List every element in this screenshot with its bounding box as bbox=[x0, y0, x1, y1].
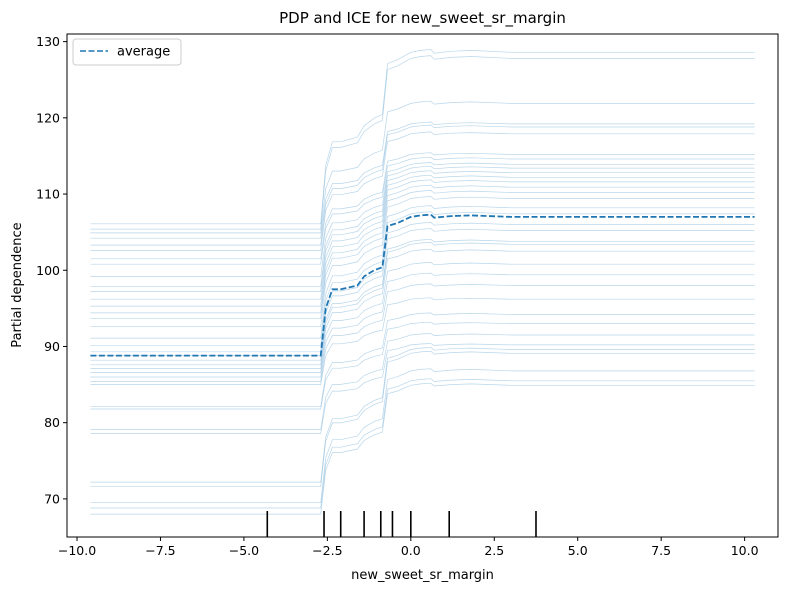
ice-line bbox=[90, 378, 755, 509]
ice-line bbox=[90, 297, 755, 385]
x-axis-ticks: −10.0 −7.5 −5.0 −2.5 0.0 2.5 5.0 7.5 10.0 bbox=[58, 537, 759, 558]
x-tick-label: −5.0 bbox=[229, 543, 259, 558]
ice-line bbox=[90, 152, 755, 260]
ice-line bbox=[90, 262, 755, 373]
ice-line bbox=[90, 321, 755, 410]
ice-line bbox=[90, 196, 755, 328]
y-tick-label: 110 bbox=[36, 187, 60, 202]
ice-line bbox=[90, 382, 755, 515]
ice-line bbox=[90, 190, 755, 319]
x-tick-label: 2.5 bbox=[484, 543, 504, 558]
ice-line bbox=[90, 174, 755, 300]
ice-line bbox=[90, 165, 755, 287]
ice-line bbox=[90, 272, 755, 378]
ice-lines bbox=[90, 49, 755, 515]
ice-line bbox=[90, 211, 755, 347]
ice-line bbox=[90, 368, 755, 504]
ice-line bbox=[90, 343, 755, 434]
chart-title: PDP and ICE for new_sweet_sr_margin bbox=[279, 9, 566, 28]
x-tick-label: −2.5 bbox=[312, 543, 342, 558]
ice-line bbox=[90, 100, 755, 234]
x-axis-label: new_sweet_sr_margin bbox=[351, 568, 494, 583]
average-series bbox=[90, 213, 755, 357]
x-tick-label: 0.0 bbox=[401, 543, 421, 558]
ice-line bbox=[90, 162, 755, 277]
ice-line bbox=[90, 184, 755, 314]
y-tick-label: 100 bbox=[36, 263, 60, 278]
ice-line bbox=[90, 179, 755, 307]
y-axis-label: Partial dependence bbox=[10, 222, 25, 347]
legend: average bbox=[72, 38, 182, 66]
ice-line bbox=[90, 222, 755, 353]
ice-line bbox=[90, 170, 755, 292]
y-tick-label: 70 bbox=[44, 491, 60, 506]
ice-line bbox=[90, 121, 755, 239]
ice-line bbox=[90, 346, 755, 483]
ice-line bbox=[90, 350, 755, 488]
ice-line bbox=[90, 205, 755, 339]
ice-line bbox=[90, 131, 755, 251]
y-tick-label: 90 bbox=[44, 339, 60, 354]
legend-label-average: average bbox=[117, 45, 170, 60]
ice-line bbox=[90, 238, 755, 361]
x-tick-label: −10.0 bbox=[58, 543, 96, 558]
ice-line bbox=[90, 124, 755, 246]
rug-marks bbox=[266, 511, 537, 537]
ice-line bbox=[90, 242, 755, 366]
ice-line bbox=[90, 228, 755, 356]
legend-box bbox=[72, 38, 182, 66]
ice-line bbox=[90, 248, 755, 369]
ice-line bbox=[90, 283, 755, 382]
plot-frame bbox=[66, 33, 779, 538]
y-tick-label: 80 bbox=[44, 415, 60, 430]
ice-line bbox=[90, 333, 755, 430]
x-tick-label: −7.5 bbox=[145, 543, 175, 558]
y-tick-label: 120 bbox=[36, 110, 60, 125]
ice-line bbox=[90, 55, 755, 230]
average-line bbox=[90, 213, 755, 357]
ice-line bbox=[90, 156, 755, 265]
x-tick-label: 10.0 bbox=[731, 543, 759, 558]
ice-line bbox=[90, 49, 755, 225]
y-tick-label: 130 bbox=[36, 34, 60, 49]
x-tick-label: 5.0 bbox=[568, 543, 588, 558]
x-tick-label: 7.5 bbox=[651, 543, 671, 558]
y-axis-ticks: 70 80 90 100 110 120 130 bbox=[36, 34, 67, 506]
ice-line bbox=[90, 312, 755, 408]
